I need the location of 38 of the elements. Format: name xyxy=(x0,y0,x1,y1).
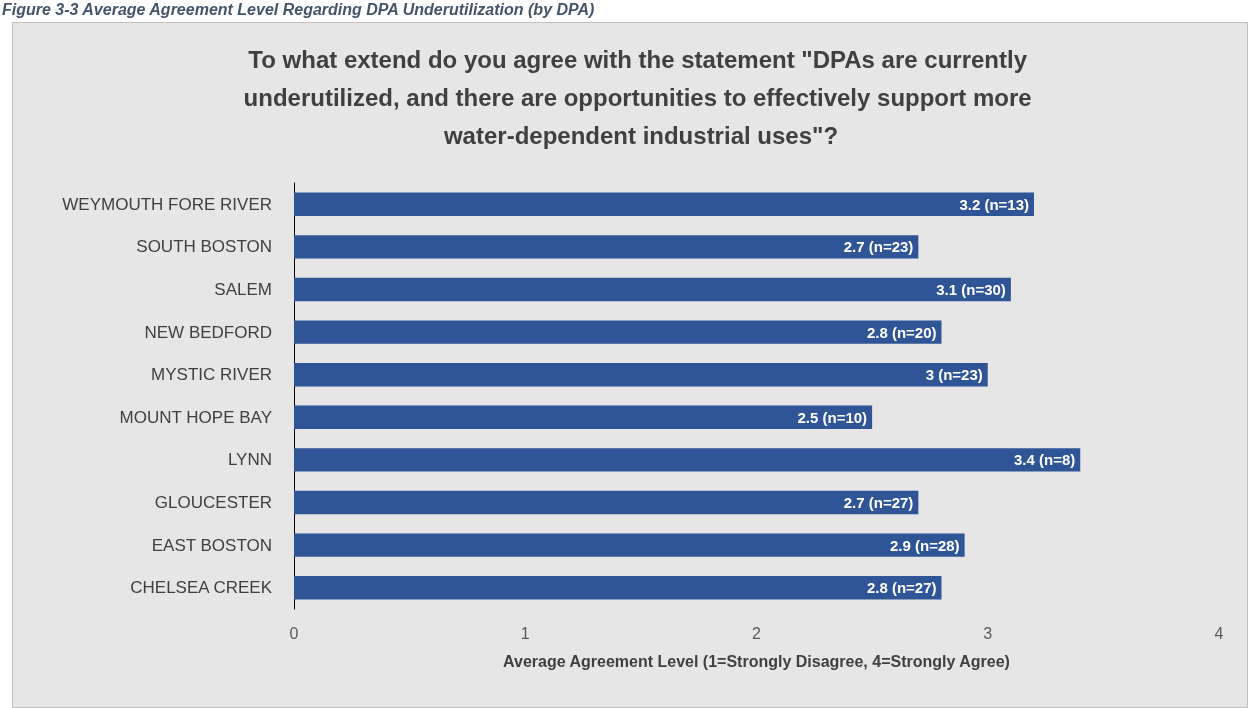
bar xyxy=(294,277,1011,302)
bar xyxy=(294,235,919,259)
data-label: 2.5 (n=10) xyxy=(797,408,868,426)
data-label: 2.8 (n=27) xyxy=(866,579,937,597)
x-tick-label: 0 xyxy=(289,624,299,642)
bar xyxy=(294,490,919,515)
bar xyxy=(294,362,988,387)
data-label: 3 (n=23) xyxy=(925,366,983,384)
data-label: 3.1 (n=30) xyxy=(936,281,1006,298)
bar xyxy=(294,575,942,600)
bar xyxy=(294,448,1081,472)
bar xyxy=(294,320,942,344)
y-tick-label: SALEM xyxy=(214,280,272,299)
data-label: 3.2 (n=13) xyxy=(959,195,1029,213)
y-tick-label: MOUNT HOPE BAY xyxy=(119,407,272,427)
bar xyxy=(294,192,1034,217)
data-label: 2.7 (n=23) xyxy=(843,238,914,256)
x-axis-title: Average Agreement Level (1=Strongly Disagree, 4=Strongly Agree) xyxy=(503,652,1010,670)
data-label: 3.4 (n=8) xyxy=(1013,451,1076,469)
x-tick-label: 1 xyxy=(520,624,530,642)
x-tick-label: 2 xyxy=(752,624,762,642)
y-tick-label: GLOUCESTER xyxy=(154,493,272,512)
bar xyxy=(294,533,965,557)
bar xyxy=(294,405,873,430)
data-label: 2.7 (n=27) xyxy=(843,494,914,511)
y-tick-label: LYNN xyxy=(227,450,272,470)
y-tick-label: WEYMOUTH FORE RIVER xyxy=(62,194,272,214)
y-tick-label: EAST BOSTON xyxy=(151,535,272,555)
y-tick-label: CHELSEA CREEK xyxy=(130,578,273,598)
x-tick-label: 4 xyxy=(1214,624,1224,642)
y-tick-label: NEW BEDFORD xyxy=(144,322,272,342)
data-label: 2.9 (n=28) xyxy=(890,536,960,554)
chart-title: To what extend do you agree with the statement "DPAs are currently underutilized, and there are opportunities to effectively support more water-dependent industrial uses"? xyxy=(243,45,1039,149)
y-tick-label: SOUTH BOSTON xyxy=(136,237,272,257)
x-tick-label: 3 xyxy=(983,624,993,642)
data-label: 2.8 (n=20) xyxy=(866,323,937,341)
caption: Figure 3-3 Average Agreement Level Regarding DPA Underutilization (by DPA) xyxy=(2,1,595,19)
y-tick-label: MYSTIC RIVER xyxy=(151,365,272,385)
